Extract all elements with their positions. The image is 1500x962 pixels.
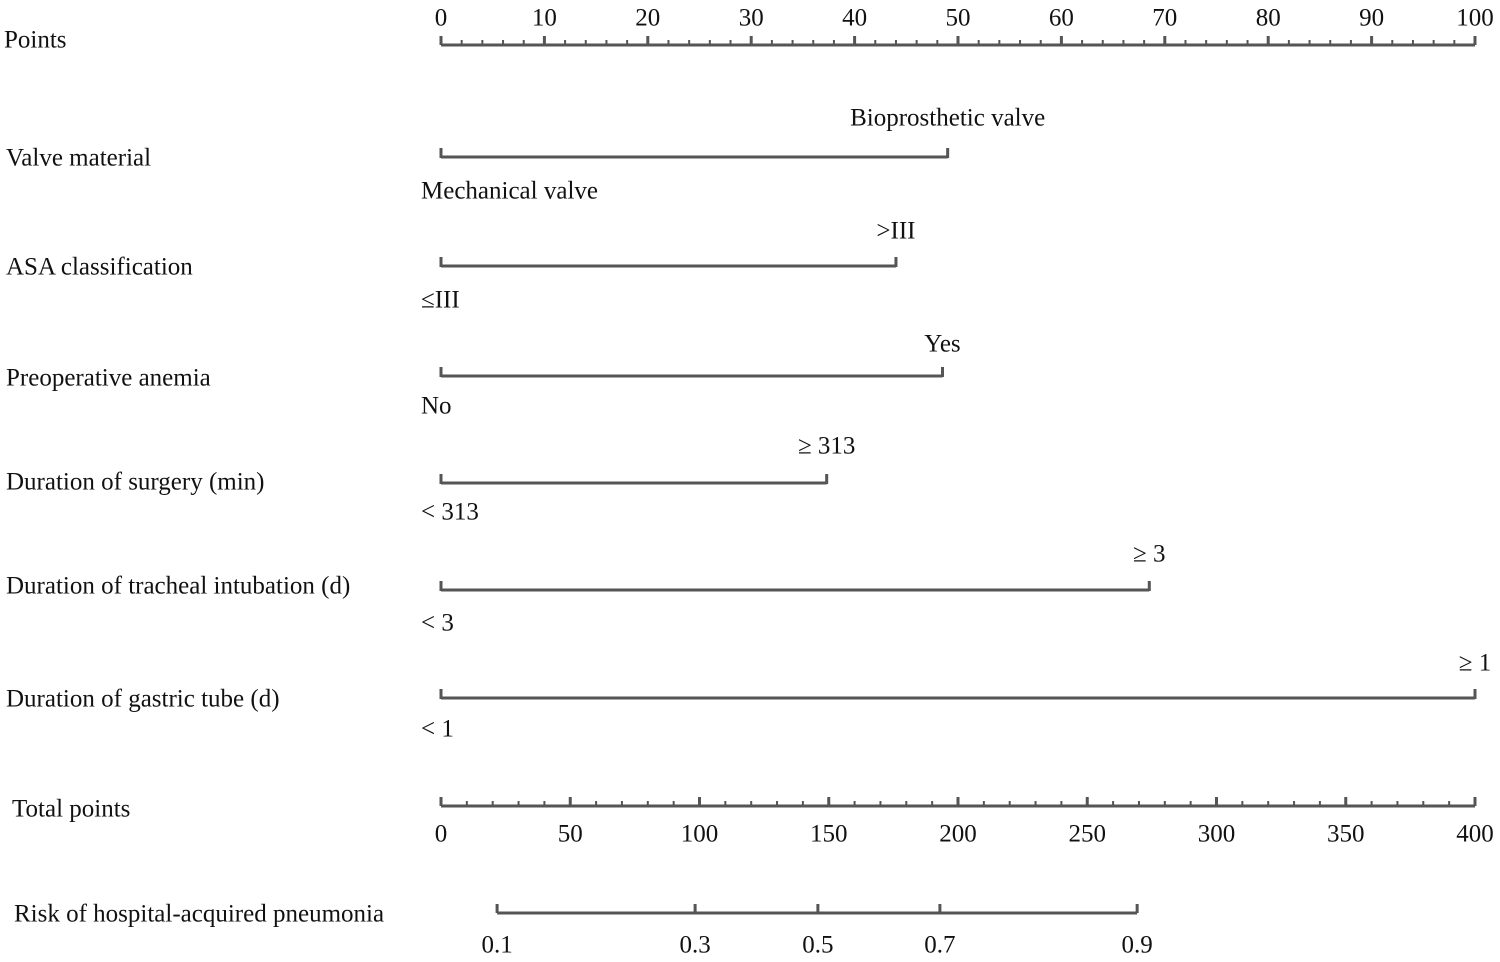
variable-label: Preoperative anemia	[6, 365, 211, 392]
tick-label: 0.9	[1122, 932, 1153, 959]
tick-label: 400	[1456, 821, 1494, 848]
axis-title: Risk of hospital-acquired pneumonia	[14, 901, 384, 928]
level-label: < 3	[421, 610, 454, 637]
variable-label: ASA classification	[6, 254, 193, 281]
variable-label: Duration of surgery (min)	[6, 469, 265, 496]
variable-label: Duration of gastric tube (d)	[6, 686, 280, 713]
variable-label: Duration of tracheal intubation (d)	[6, 573, 350, 600]
tick-label: 300	[1198, 821, 1236, 848]
tick-label: 100	[1456, 5, 1494, 32]
tick-label: 50	[946, 5, 971, 32]
tick-label: 60	[1049, 5, 1074, 32]
variable-label: Valve material	[6, 145, 151, 172]
level-label: Yes	[924, 331, 960, 358]
level-label: Bioprosthetic valve	[850, 105, 1045, 132]
tick-label: 100	[681, 821, 719, 848]
level-label: >III	[876, 218, 915, 245]
level-label: < 1	[421, 716, 454, 743]
level-label: < 313	[421, 499, 479, 526]
tick-label: 0.5	[802, 932, 833, 959]
tick-label: 150	[810, 821, 848, 848]
tick-label: 40	[842, 5, 867, 32]
tick-label: 350	[1327, 821, 1365, 848]
level-label: ≥ 313	[798, 433, 855, 460]
tick-label: 50	[558, 821, 583, 848]
tick-label: 0.3	[679, 932, 710, 959]
tick-label: 30	[739, 5, 764, 32]
level-label: No	[421, 393, 452, 420]
tick-label: 0	[435, 5, 448, 32]
tick-label: 0.1	[481, 932, 512, 959]
level-label: Mechanical valve	[421, 178, 598, 205]
level-label: ≥ 3	[1133, 541, 1165, 568]
tick-label: 10	[532, 5, 557, 32]
level-label: ≤III	[421, 287, 460, 314]
tick-label: 80	[1256, 5, 1281, 32]
tick-label: 250	[1069, 821, 1107, 848]
axis-title: Total points	[12, 796, 130, 823]
tick-label: 200	[939, 821, 977, 848]
tick-label: 70	[1152, 5, 1177, 32]
tick-label: 90	[1359, 5, 1384, 32]
tick-label: 0	[435, 821, 448, 848]
level-label: ≥ 1	[1459, 650, 1491, 677]
tick-label: 20	[635, 5, 660, 32]
axis-title: Points	[4, 27, 67, 54]
tick-label: 0.7	[924, 932, 955, 959]
